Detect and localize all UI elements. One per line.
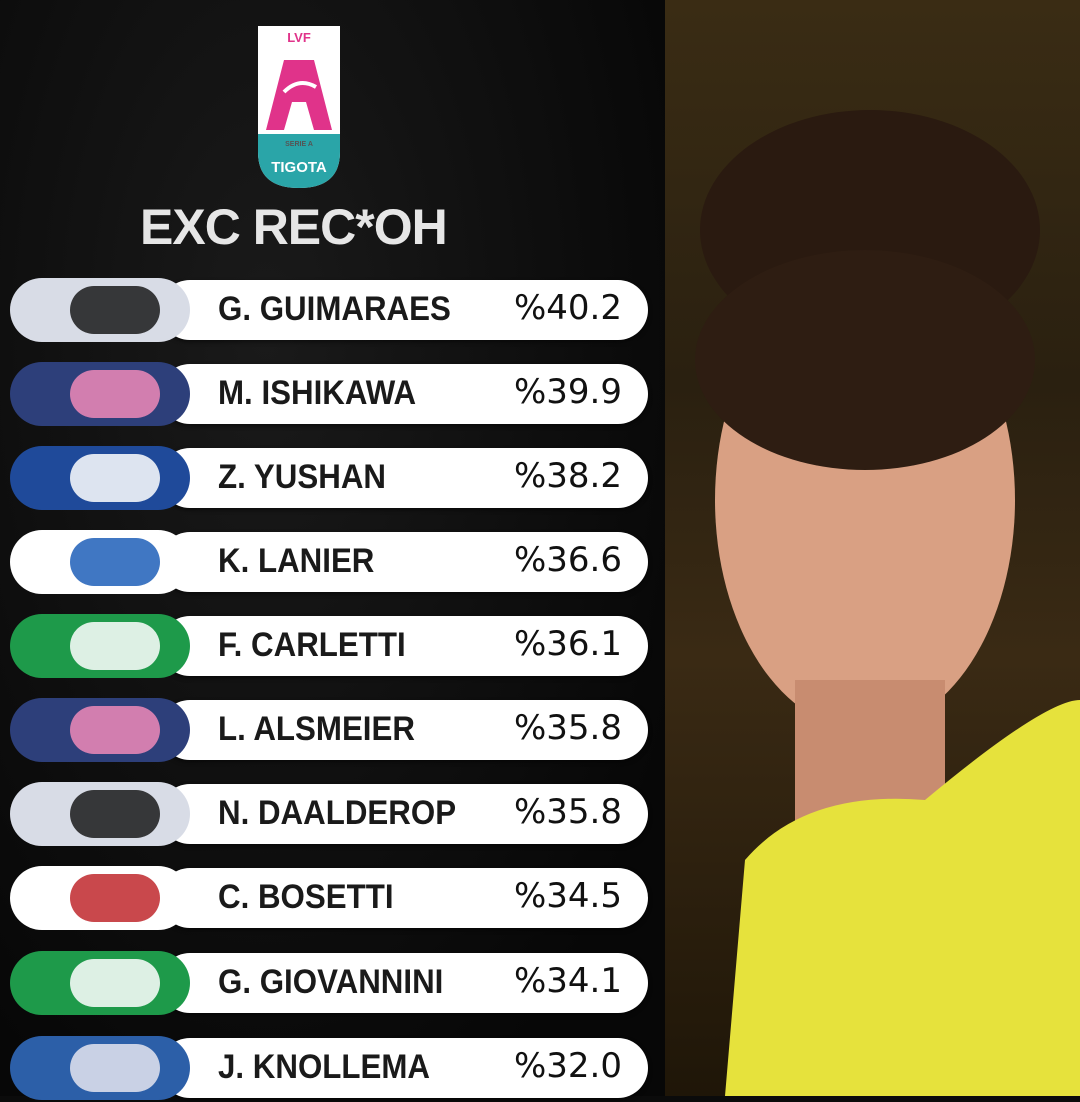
team-logo-icon (10, 446, 190, 510)
stat-value: %36.1 (513, 624, 622, 664)
leaderboard-row: M. ISHIKAWA %39.9 (0, 362, 660, 428)
svg-text:TIGOTA: TIGOTA (271, 159, 327, 176)
row-pill (160, 280, 648, 340)
team-logo-icon (10, 1036, 190, 1100)
leaderboard-row: G. GUIMARAES %40.2 (0, 278, 660, 344)
row-pill (160, 1038, 648, 1098)
leaderboard-row: J. KNOLLEMA %32.0 (0, 1036, 660, 1102)
row-pill (160, 868, 648, 928)
leaderboard-row: F. CARLETTI %36.1 (0, 614, 660, 680)
player-name: G. GIOVANNINI (218, 963, 444, 1001)
stat-value: %35.8 (513, 792, 622, 832)
stat-value: %34.5 (513, 876, 622, 916)
page-title: EXC REC*OH (140, 199, 448, 255)
row-pill (160, 364, 648, 424)
player-name: C. BOSETTI (218, 878, 394, 916)
svg-text:LVF: LVF (287, 30, 311, 45)
row-pill (160, 953, 648, 1013)
lvf-serie-a-logo: LVF SERIE A TIGOTA (258, 26, 340, 188)
player-name: F. CARLETTI (218, 626, 406, 664)
leaderboard-row: N. DAALDEROP %35.8 (0, 782, 660, 848)
row-pill (160, 616, 648, 676)
row-pill (160, 700, 648, 760)
leaderboard-row: C. BOSETTI %34.5 (0, 866, 660, 932)
leaderboard-row: Z. YUSHAN %38.2 (0, 446, 660, 512)
stat-value: %36.6 (513, 540, 622, 580)
row-pill (160, 532, 648, 592)
leaderboard-row: G. GIOVANNINI %34.1 (0, 951, 660, 1017)
stat-value: %38.2 (513, 456, 622, 496)
team-logo-icon (10, 278, 190, 342)
player-name: J. KNOLLEMA (218, 1048, 431, 1086)
stat-value: %39.9 (513, 372, 622, 412)
team-logo-icon (10, 951, 190, 1015)
team-logo-icon (10, 362, 190, 426)
team-logo-icon (10, 782, 190, 846)
leaderboard-row: K. LANIER %36.6 (0, 530, 660, 596)
leaderboard-row: L. ALSMEIER %35.8 (0, 698, 660, 764)
player-name: L. ALSMEIER (218, 710, 415, 748)
team-logo-icon (10, 866, 190, 930)
player-photo (665, 0, 1080, 1096)
stat-value: %40.2 (513, 288, 622, 328)
player-name: K. LANIER (218, 542, 375, 580)
player-name: Z. YUSHAN (218, 458, 387, 496)
row-pill (160, 784, 648, 844)
team-logo-icon (10, 614, 190, 678)
player-name: N. DAALDEROP (218, 794, 457, 832)
row-pill (160, 448, 648, 508)
player-name: G. GUIMARAES (218, 290, 451, 328)
stat-value: %35.8 (513, 708, 622, 748)
team-logo-icon (10, 698, 190, 762)
team-logo-icon (10, 530, 190, 594)
svg-text:SERIE A: SERIE A (285, 141, 313, 148)
stat-value: %34.1 (513, 961, 622, 1001)
player-name: M. ISHIKAWA (218, 374, 417, 412)
stat-value: %32.0 (513, 1046, 622, 1086)
